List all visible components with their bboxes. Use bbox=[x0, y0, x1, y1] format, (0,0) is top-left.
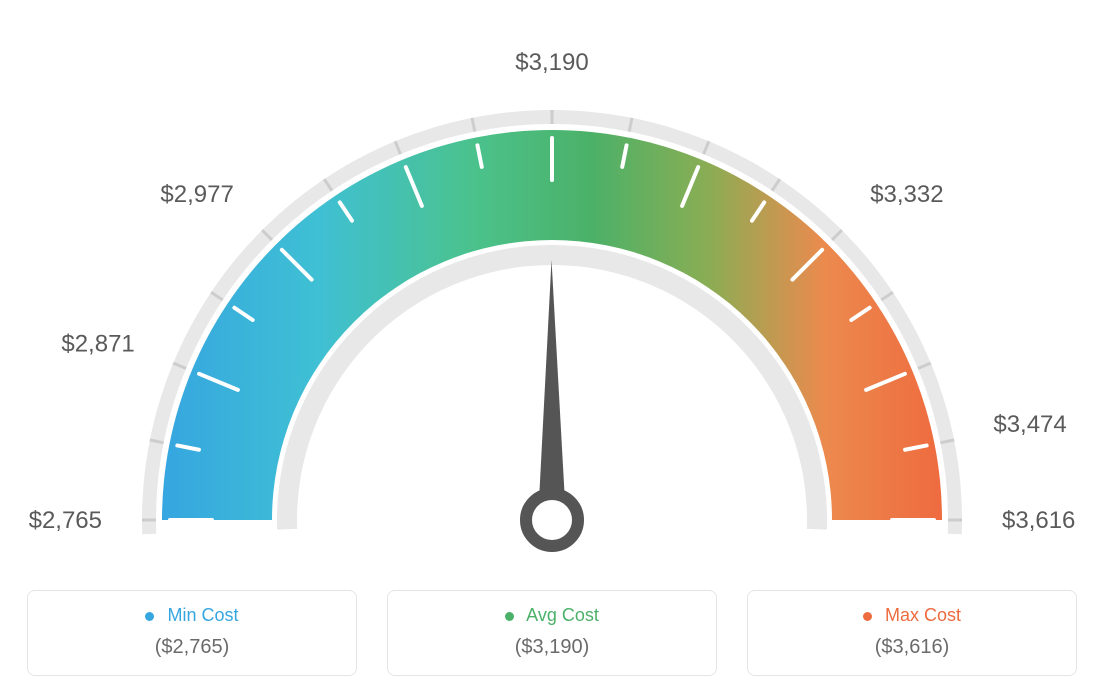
svg-text:$3,474: $3,474 bbox=[993, 411, 1066, 438]
dot-icon bbox=[863, 612, 872, 621]
svg-text:$3,616: $3,616 bbox=[1002, 507, 1075, 534]
svg-text:$2,765: $2,765 bbox=[29, 507, 102, 534]
legend-avg-card: Avg Cost ($3,190) bbox=[387, 590, 717, 676]
legend-max-label: Max Cost bbox=[885, 605, 961, 625]
legend-row: Min Cost ($2,765) Avg Cost ($3,190) Max … bbox=[22, 590, 1082, 676]
svg-text:$3,190: $3,190 bbox=[515, 49, 588, 76]
legend-min-title: Min Cost bbox=[38, 605, 346, 626]
legend-max-value: ($3,616) bbox=[758, 636, 1066, 659]
dot-icon bbox=[505, 612, 514, 621]
cost-gauge: $2,765 $2,871 $2,977 $3,190 $3,332 $3,474 $3,6… bbox=[22, 20, 1082, 580]
svg-text:$2,871: $2,871 bbox=[61, 330, 134, 357]
legend-max-card: Max Cost ($3,616) bbox=[747, 590, 1077, 676]
legend-avg-value: ($3,190) bbox=[398, 636, 706, 659]
svg-text:$2,977: $2,977 bbox=[160, 181, 233, 208]
dot-icon bbox=[145, 612, 154, 621]
legend-max-title: Max Cost bbox=[758, 605, 1066, 626]
legend-avg-title: Avg Cost bbox=[398, 605, 706, 626]
svg-text:$3,332: $3,332 bbox=[870, 181, 943, 208]
gauge-svg: $2,765 $2,871 $2,977 $3,190 $3,332 $3,474 $3,6… bbox=[22, 20, 1082, 580]
legend-avg-label: Avg Cost bbox=[526, 605, 599, 625]
legend-min-value: ($2,765) bbox=[38, 636, 346, 659]
legend-min-card: Min Cost ($2,765) bbox=[27, 590, 357, 676]
legend-min-label: Min Cost bbox=[168, 605, 239, 625]
